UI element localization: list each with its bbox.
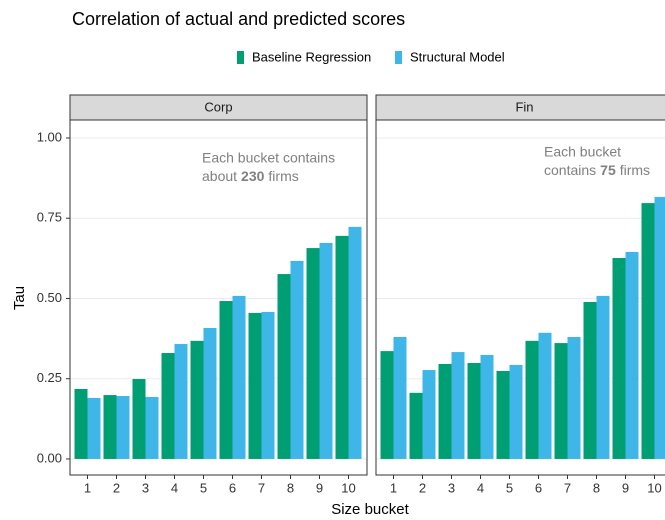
x-tick-label: 6 [535, 480, 542, 495]
panel-border [375, 119, 665, 476]
annotation: Each bucket contains [202, 150, 335, 166]
annotation: about 230 firms [202, 168, 299, 184]
annotation-text: about [202, 168, 237, 184]
bar [525, 340, 539, 459]
bar [409, 392, 423, 459]
bar [190, 340, 204, 459]
bar [116, 396, 130, 459]
bar [422, 370, 436, 459]
bar [467, 362, 481, 459]
x-axis-title: Size bucket [331, 501, 409, 518]
bar [335, 235, 349, 459]
x-tick-label: 7 [258, 480, 265, 495]
y-axis-title: Tau [11, 286, 28, 310]
x-tick-label: 10 [341, 480, 355, 495]
x-tick-label: 4 [171, 480, 178, 495]
x-tick-label: 3 [142, 480, 149, 495]
annotation-text: firms [620, 162, 650, 178]
annotation-text: firms [268, 168, 298, 184]
bar [554, 343, 568, 459]
x-tick-label: 1 [390, 480, 397, 495]
x-tick-label: 6 [229, 480, 236, 495]
bar [277, 274, 291, 459]
bar [567, 336, 581, 459]
bar [451, 352, 465, 459]
x-tick-label: 7 [564, 480, 571, 495]
panel-border [69, 119, 368, 476]
bar [306, 248, 320, 459]
bar [174, 344, 188, 459]
strip [69, 94, 368, 121]
y-tick-label: 0.50 [37, 290, 62, 305]
x-tick-label: 4 [477, 480, 484, 495]
bar [596, 295, 610, 459]
bar [538, 332, 552, 459]
x-tick-label: 9 [622, 480, 629, 495]
chart-title: Correlation of actual and predicted scor… [72, 9, 405, 29]
bar [641, 203, 655, 459]
bar [87, 397, 101, 459]
x-tick-label: 8 [287, 480, 294, 495]
annotation: Each bucket [544, 144, 621, 160]
bar [654, 197, 665, 459]
legend-swatch [395, 51, 402, 64]
bar [348, 226, 362, 459]
legend-label: Baseline Regression [252, 49, 371, 64]
legend-swatch [237, 51, 244, 64]
bar [290, 260, 304, 459]
bar [496, 371, 510, 459]
x-tick-label: 2 [113, 480, 120, 495]
bar [74, 388, 88, 459]
annotation-text: contains [544, 162, 596, 178]
x-tick-label: 5 [506, 480, 513, 495]
bar [438, 363, 452, 459]
bar [583, 301, 597, 459]
bar [319, 242, 333, 459]
x-tick-label: 2 [419, 480, 426, 495]
strip-label: Fin [515, 99, 533, 114]
bar [132, 379, 146, 459]
y-tick-label: 0.00 [37, 450, 62, 465]
bar [625, 251, 639, 459]
bar [509, 364, 523, 459]
bar [203, 327, 217, 459]
x-tick-label: 8 [593, 480, 600, 495]
annotation-number: 230 [241, 168, 265, 184]
legend-label: Structural Model [410, 49, 505, 64]
annotation-number: 75 [600, 162, 616, 178]
bar [380, 351, 394, 459]
bar [232, 295, 246, 459]
x-tick-label: 3 [448, 480, 455, 495]
bar [612, 258, 626, 459]
bar [248, 312, 262, 459]
strip-label: Corp [204, 99, 232, 114]
strip [375, 94, 665, 121]
y-tick-label: 1.00 [37, 129, 62, 144]
annotation: contains 75 firms [544, 162, 650, 178]
bar [261, 311, 275, 459]
x-tick-label: 9 [316, 480, 323, 495]
bar [393, 336, 407, 459]
y-tick-label: 0.25 [37, 370, 62, 385]
x-tick-label: 5 [200, 480, 207, 495]
y-tick-label: 0.75 [37, 210, 62, 225]
bar [145, 397, 159, 459]
bar [161, 353, 175, 459]
bar [219, 301, 233, 459]
bar [480, 354, 494, 459]
bar [103, 395, 117, 459]
x-tick-label: 1 [84, 480, 91, 495]
x-tick-label: 10 [647, 480, 661, 495]
